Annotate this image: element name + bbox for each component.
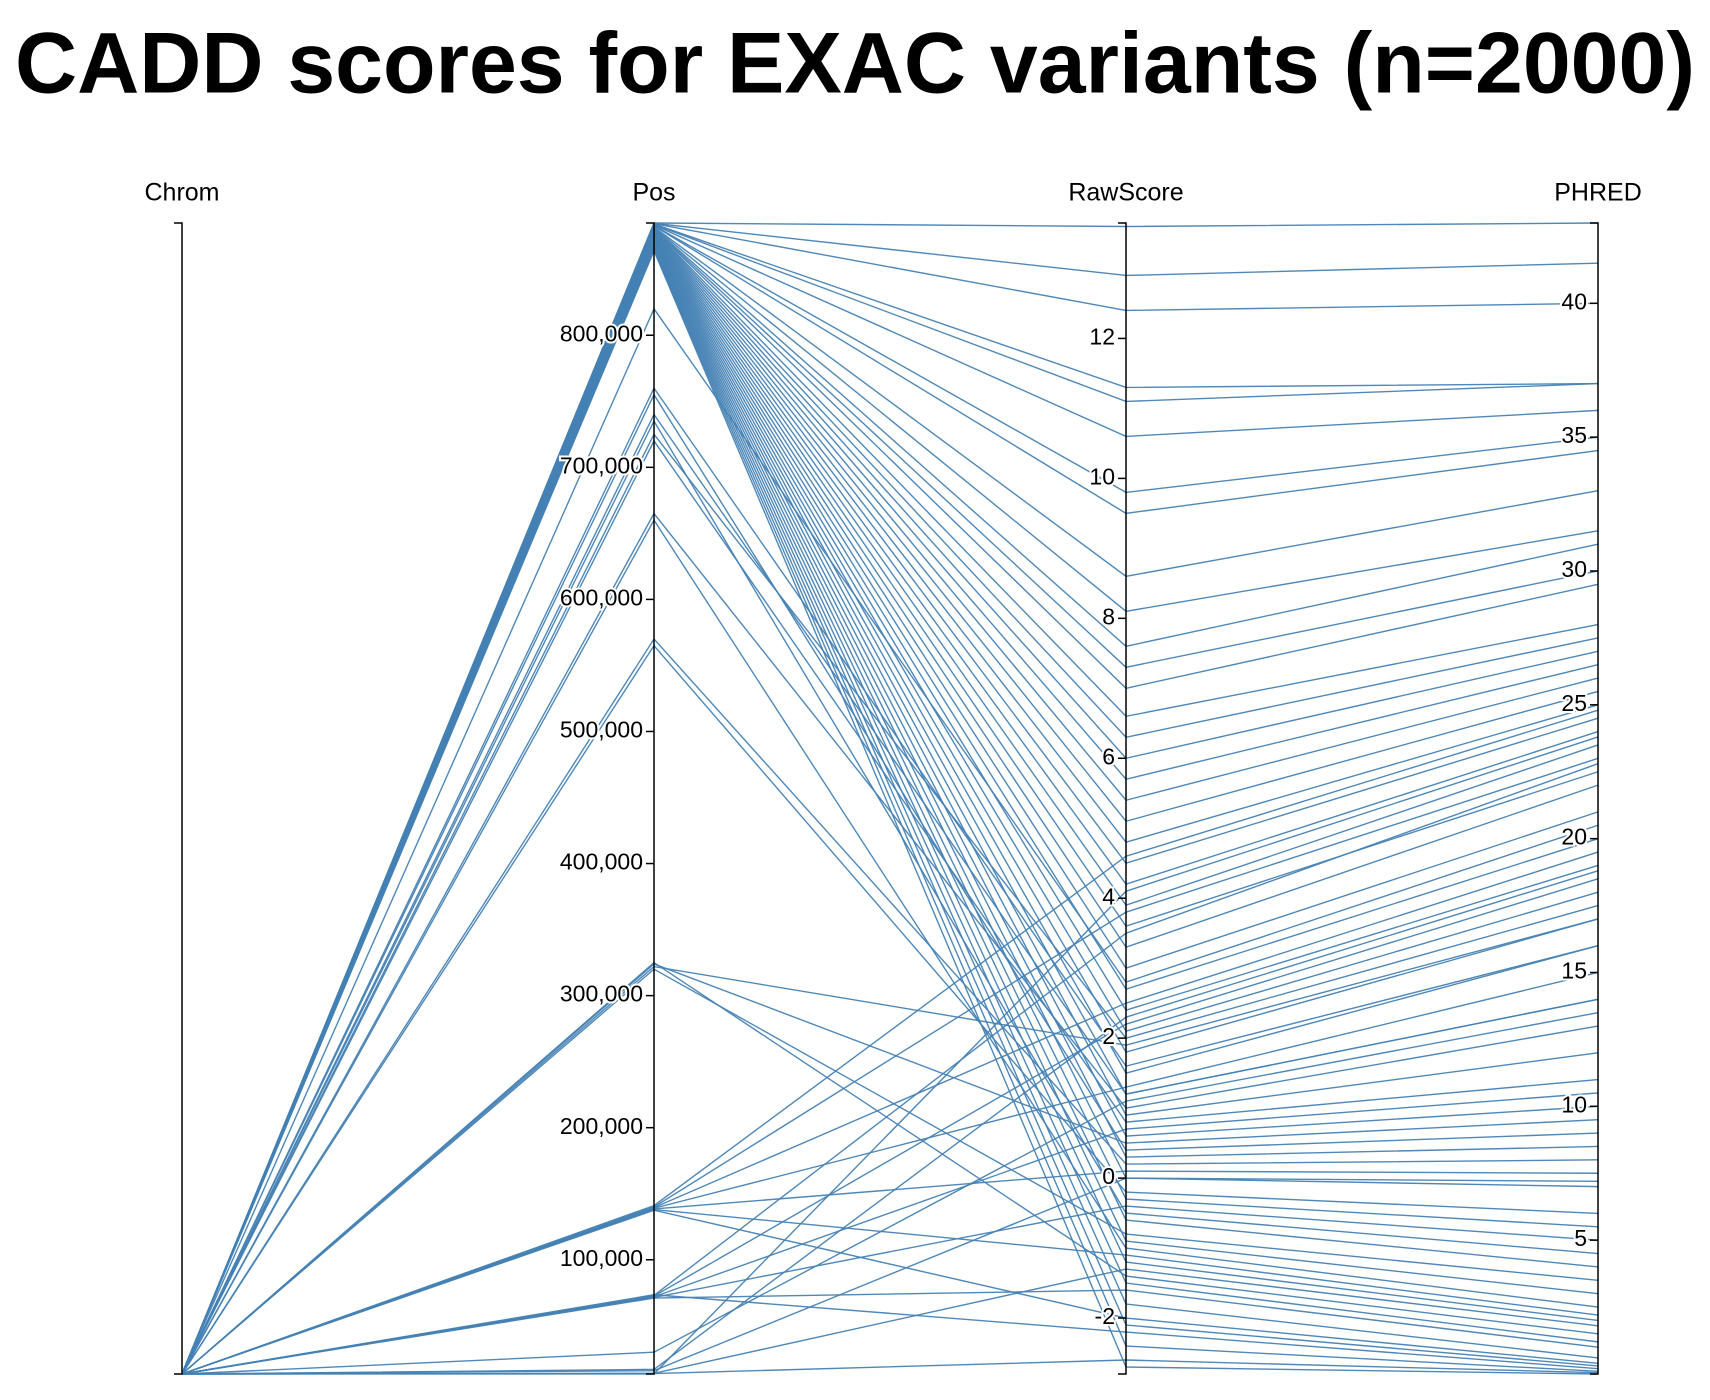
data-line bbox=[181, 1289, 1599, 1375]
data-line bbox=[181, 227, 1599, 1375]
tick-label: 2 bbox=[1102, 1023, 1115, 1049]
axes: Chrom Pos 100,000 200,000 300,000 400,000 500,… bbox=[144, 179, 1642, 1375]
tick-label: 300,000 bbox=[560, 981, 643, 1007]
tick-label: 10 bbox=[1089, 463, 1115, 489]
axis-name: Chrom bbox=[144, 179, 219, 207]
data-line bbox=[181, 644, 1599, 1375]
data-line bbox=[181, 419, 1599, 1375]
tick-label: 20 bbox=[1561, 824, 1587, 850]
data-line bbox=[181, 1294, 1599, 1375]
tick-label: 200,000 bbox=[560, 1113, 643, 1139]
data-line bbox=[181, 1209, 1599, 1375]
tick-label: 5 bbox=[1574, 1225, 1587, 1251]
data-line bbox=[181, 393, 1599, 1375]
tick-label: 400,000 bbox=[560, 849, 643, 875]
tick-label: 800,000 bbox=[560, 320, 643, 346]
tick-label: 6 bbox=[1102, 743, 1115, 769]
data-line bbox=[181, 433, 1599, 1375]
tick-label: 25 bbox=[1561, 690, 1587, 716]
data-line bbox=[181, 968, 1599, 1375]
data-line bbox=[181, 637, 1599, 1375]
data-line bbox=[181, 736, 1599, 1375]
tick-label: 500,000 bbox=[560, 717, 643, 743]
data-line bbox=[181, 1205, 1599, 1375]
axis-line bbox=[646, 222, 655, 1375]
data-line bbox=[181, 439, 1599, 1375]
tick-label: 12 bbox=[1089, 324, 1115, 350]
data-line bbox=[181, 757, 1599, 1375]
axis-line bbox=[1118, 222, 1127, 1375]
data-line bbox=[181, 230, 1599, 1375]
data-line bbox=[181, 1177, 1599, 1375]
tick-label: 10 bbox=[1561, 1091, 1587, 1117]
tick-label: 8 bbox=[1102, 603, 1115, 629]
data-line bbox=[181, 1011, 1599, 1375]
axis-name: Pos bbox=[632, 179, 675, 207]
data-line bbox=[181, 518, 1599, 1375]
tick-label: -2 bbox=[1095, 1303, 1115, 1329]
data-line bbox=[181, 1208, 1599, 1375]
data-line bbox=[181, 230, 1599, 1375]
data-line bbox=[181, 248, 1599, 1375]
data-line bbox=[181, 386, 1599, 1375]
data-line bbox=[181, 963, 1599, 1375]
tick-label: 30 bbox=[1561, 556, 1587, 582]
tick-label: 600,000 bbox=[560, 584, 643, 610]
axis-name: PHRED bbox=[1554, 179, 1642, 207]
chart-title: CADD scores for EXAC variants (n=2000) bbox=[15, 16, 1695, 112]
tick-label: 700,000 bbox=[560, 452, 643, 478]
axis-line bbox=[174, 222, 183, 1375]
data-line bbox=[181, 231, 1599, 1375]
tick-label: 4 bbox=[1102, 883, 1115, 909]
lines bbox=[181, 222, 1599, 1375]
data-line bbox=[181, 307, 1599, 1375]
data-line bbox=[181, 1092, 1599, 1375]
data-line bbox=[181, 918, 1599, 1375]
tick-label: 100,000 bbox=[560, 1245, 643, 1271]
data-line bbox=[181, 1359, 1599, 1375]
data-line bbox=[181, 227, 1599, 1375]
axis-name: RawScore bbox=[1068, 179, 1183, 207]
tick-label: 40 bbox=[1561, 288, 1587, 314]
data-line bbox=[181, 232, 1599, 1375]
data-line bbox=[181, 413, 1599, 1375]
tick-label: 35 bbox=[1561, 422, 1587, 448]
axis-line bbox=[1590, 222, 1599, 1375]
data-line bbox=[181, 232, 1599, 1375]
data-line bbox=[181, 512, 1599, 1375]
tick-label: 15 bbox=[1561, 958, 1587, 984]
tick-label: 0 bbox=[1102, 1163, 1115, 1189]
data-line bbox=[181, 709, 1599, 1375]
